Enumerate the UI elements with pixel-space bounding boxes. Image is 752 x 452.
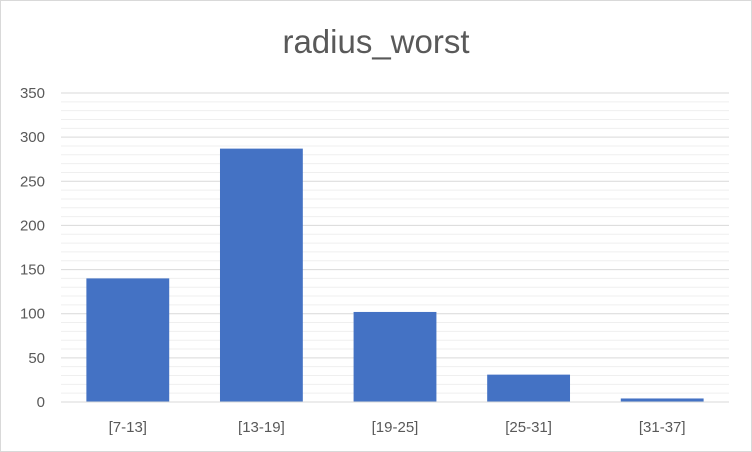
y-tick-label: 250 [20,173,45,190]
x-tick-label: [13-19] [238,419,285,436]
bar [487,374,571,402]
bar [219,148,303,402]
x-tick-label: [7-13] [109,419,147,436]
x-tick-label: [19-25] [372,419,419,436]
y-tick-label: 200 [20,217,45,234]
bar [86,278,170,402]
y-tick-label: 50 [28,350,45,367]
y-tick-label: 100 [20,306,45,323]
y-tick-label: 300 [20,129,45,146]
y-tick-label: 0 [37,394,45,411]
x-tick-label: [31-37] [639,419,686,436]
y-tick-label: 350 [20,85,45,102]
bar [620,398,704,402]
bar [353,311,437,402]
x-tick-label: [25-31] [505,419,552,436]
y-tick-label: 150 [20,262,45,279]
chart-title: radius_worst [282,23,470,60]
